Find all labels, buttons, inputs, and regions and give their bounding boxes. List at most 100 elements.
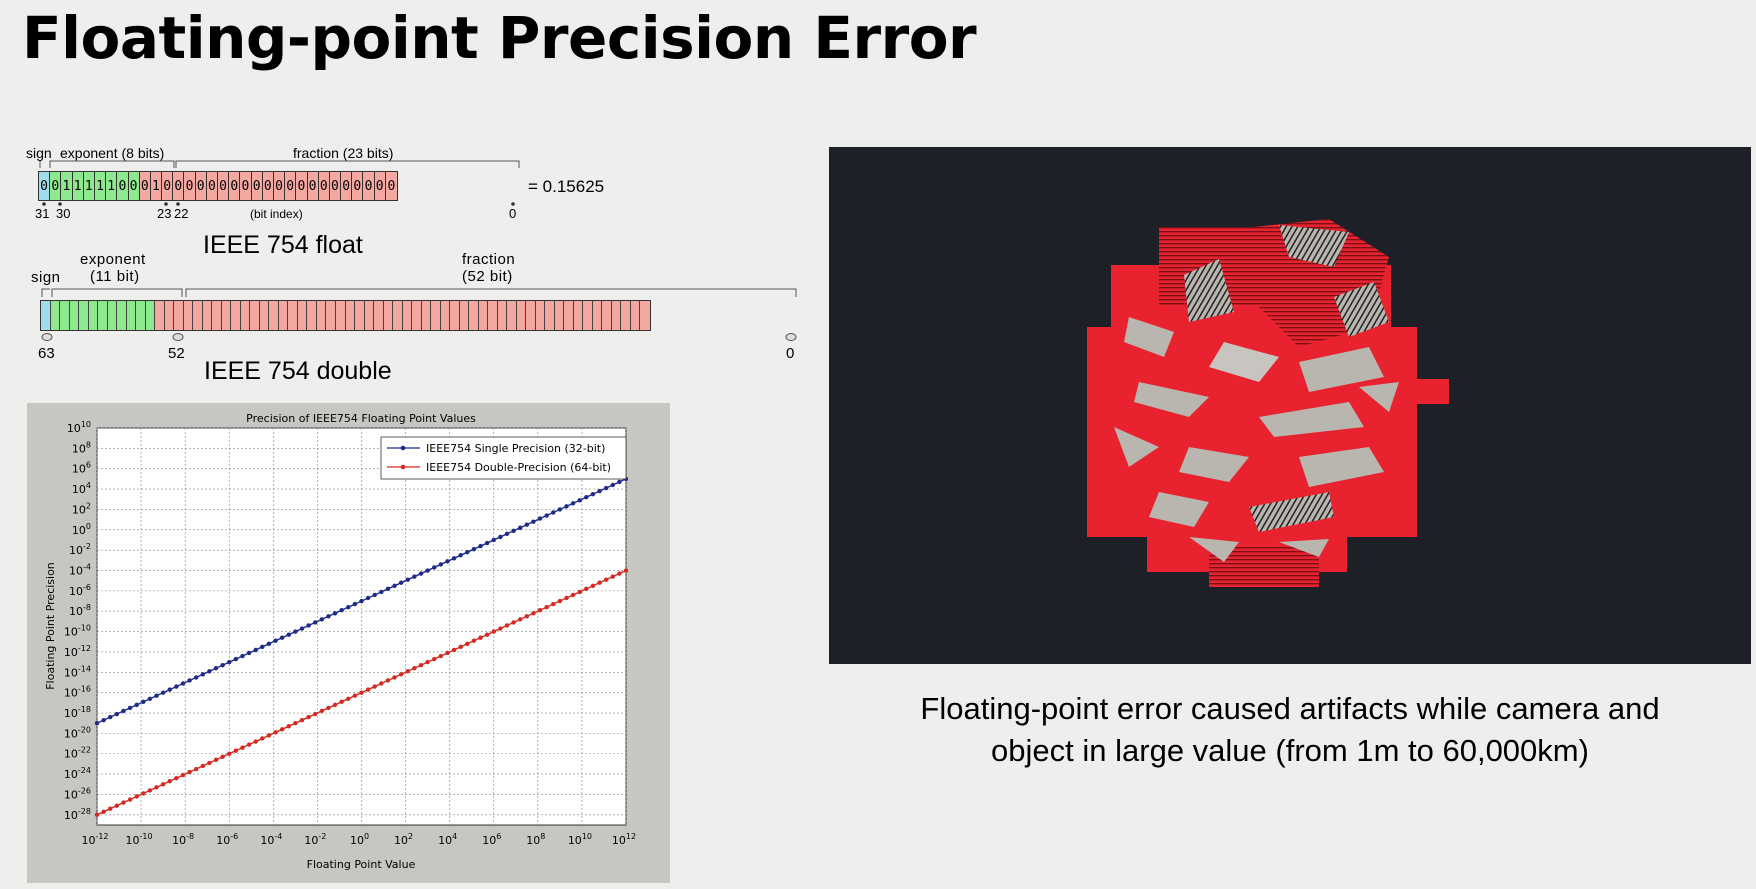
x-tick-label: 1010 [568, 832, 592, 847]
series-point-0 [121, 708, 126, 714]
series-point-0 [365, 595, 371, 601]
double-bit-61 [60, 301, 70, 330]
series-point-0 [511, 528, 516, 534]
y-tick-label: 10-20 [64, 725, 91, 740]
float-sign-label: sign [26, 145, 52, 161]
float-bit-5: 0 [329, 172, 342, 200]
series-point-1 [293, 721, 298, 726]
series-point-0 [359, 598, 364, 604]
double-bit-row [40, 300, 651, 331]
series-point-1 [603, 577, 609, 582]
double-exponent-label: exponent [80, 251, 146, 268]
series-point-1 [557, 598, 563, 604]
series-point-1 [491, 629, 496, 634]
double-bit-50 [164, 301, 175, 330]
series-point-1 [326, 705, 331, 711]
series-point-1 [623, 568, 629, 573]
double-bit-32 [335, 301, 346, 330]
series-point-0 [564, 504, 569, 509]
series-point-1 [570, 592, 576, 598]
double-brackets [41, 288, 797, 341]
x-tick-label: 10-8 [172, 832, 194, 847]
series-point-0 [504, 531, 510, 537]
float-bit-24: 0 [117, 172, 129, 200]
series-point-1 [306, 714, 311, 720]
series-point-0 [141, 699, 146, 705]
series-point-1 [412, 666, 417, 671]
series-point-0 [597, 488, 602, 494]
series-point-1 [213, 757, 219, 763]
float-index-30: 30 [56, 206, 71, 221]
series-point-1 [313, 711, 318, 717]
series-point-0 [379, 589, 384, 595]
double-bit-52 [145, 301, 156, 330]
series-point-1 [365, 687, 371, 692]
series-point-1 [108, 806, 113, 811]
double-bit-16 [488, 301, 498, 330]
float-bit-6: 0 [318, 172, 330, 200]
double-bit-9 [554, 301, 565, 330]
series-point-0 [570, 501, 576, 506]
series-point-0 [313, 620, 318, 625]
float-value: = 0.15625 [528, 177, 605, 196]
series-point-1 [167, 779, 172, 784]
series-point-1 [471, 638, 477, 643]
double-bit-58 [88, 301, 99, 330]
series-point-0 [207, 669, 212, 674]
float-brackets [39, 160, 520, 206]
artifact-blob [1087, 219, 1449, 587]
double-bit-17 [478, 301, 489, 330]
double-bit-57 [98, 301, 108, 330]
float-bit-20: 0 [162, 172, 174, 200]
series-point-1 [398, 672, 404, 677]
x-tick-label: 10-6 [216, 832, 238, 847]
series-point-1 [590, 583, 596, 588]
double-bit-2 [621, 301, 631, 330]
series-point-1 [134, 794, 139, 799]
y-tick-label: 10-26 [64, 786, 91, 801]
series-point-0 [332, 611, 338, 616]
y-tick-label: 10-8 [69, 603, 91, 618]
series-point-1 [359, 690, 364, 695]
float-bit-21: 1 [150, 172, 163, 200]
double-bit-20 [450, 301, 460, 330]
double-index-63: 63 [38, 345, 55, 362]
series-point-0 [465, 549, 470, 555]
double-bit-40 [259, 301, 270, 330]
double-bit-59 [79, 301, 89, 330]
series-point-0 [233, 656, 239, 662]
series-point-0 [227, 659, 232, 665]
series-point-1 [200, 763, 205, 769]
series-point-0 [405, 577, 410, 582]
y-tick-label: 106 [72, 461, 91, 476]
series-point-0 [584, 495, 589, 500]
float-bit-index-label: (bit index) [250, 207, 303, 221]
y-tick-label: 10-14 [64, 664, 91, 679]
series-point-0 [346, 604, 351, 610]
x-tick-label: 100 [350, 832, 369, 847]
y-tick-label: 10-22 [64, 746, 91, 761]
series-point-1 [266, 733, 272, 738]
series-point-1 [141, 791, 146, 796]
double-bit-62 [50, 301, 61, 330]
series-point-1 [524, 614, 530, 619]
series-point-1 [617, 571, 622, 576]
float-caption: IEEE 754 float [203, 231, 363, 259]
series-point-1 [187, 769, 192, 775]
double-bit-54 [126, 301, 137, 330]
x-tick-labels: 10-12 10-10 10-8 10-6 10-4 10-2 100 102 104 106 10… [81, 832, 636, 847]
series-point-0 [617, 479, 622, 485]
double-bit-41 [250, 301, 260, 330]
series-point-0 [180, 681, 186, 686]
series-point-0 [167, 687, 172, 692]
series-point-1 [577, 589, 582, 595]
float-bit-9: 0 [285, 172, 297, 200]
series-point-0 [537, 516, 543, 521]
legend-box [380, 436, 627, 480]
series-point-0 [590, 491, 596, 497]
double-bit-42 [240, 301, 251, 330]
double-bit-60 [69, 301, 80, 330]
double-bit-55 [117, 301, 127, 330]
series-point-1 [511, 620, 516, 625]
y-tick-label: 10-16 [64, 685, 91, 700]
